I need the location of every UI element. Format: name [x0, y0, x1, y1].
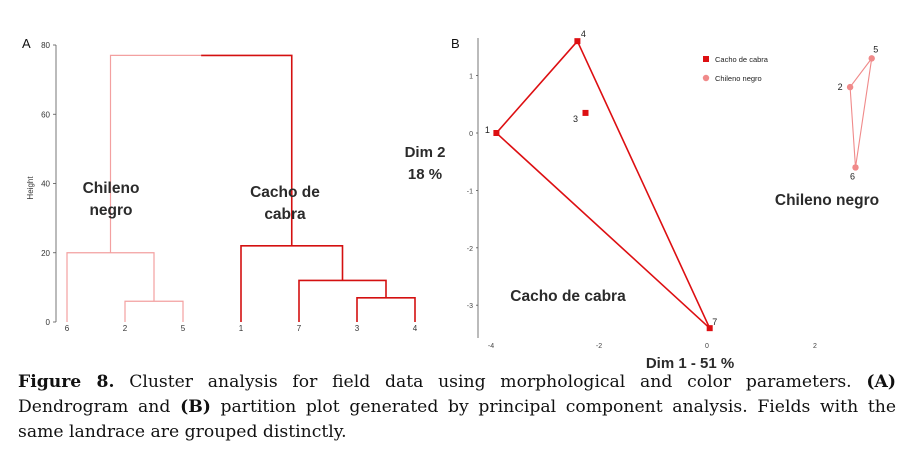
dendrogram-leaf-label: 7	[297, 324, 302, 333]
legend-marker-cacho	[703, 56, 709, 62]
partition-point-label: 3	[573, 114, 578, 124]
dendrogram-leaf-label: 5	[181, 324, 186, 333]
partition-point-label: 2	[838, 82, 843, 92]
dendrogram-cluster-label: negro	[89, 202, 132, 219]
dendrogram-branch	[298, 279, 387, 322]
dendrogram-branch	[124, 300, 184, 322]
partition-legend: Cacho de cabra Chileno negro	[702, 55, 769, 83]
partition-group-label: Cacho de cabra	[510, 288, 626, 305]
partition-point-label: 4	[581, 29, 586, 39]
caption-text-1: Cluster analysis for field data using mo…	[114, 372, 867, 392]
partition-y-tick-label: -1	[467, 188, 473, 195]
partition-x-tick-label: 0	[705, 343, 709, 350]
partition-axis-ticks: -4 -2 0 2 1 0 -1 -2 -3	[467, 74, 817, 350]
dendrogram-leaf-label: 2	[123, 324, 128, 333]
dendrogram-y-tick-label: 20	[41, 249, 50, 258]
caption-figure-label: Figure 8.	[18, 372, 115, 392]
partition-point	[574, 38, 581, 45]
partition-hull-chileno	[849, 58, 873, 168]
partition-point-label: 7	[712, 317, 717, 327]
partition-group-labels: Cacho de cabra Chileno negro	[510, 192, 879, 305]
partition-y-tick-label: -2	[467, 246, 473, 253]
dendrogram-leaf-label: 4	[413, 324, 418, 333]
dendrogram-cluster-label: cabra	[264, 206, 306, 223]
partition-point-label: 5	[873, 44, 878, 54]
dendrogram-root-branch	[201, 54, 293, 246]
dendrogram-branch	[66, 252, 155, 322]
partition-point	[706, 325, 713, 332]
partition-hulls	[495, 39, 873, 329]
dendrogram-leaf-labels: 6 2 5 1 7 3 4	[65, 324, 418, 333]
dendrogram-y-tick-label: 0	[46, 318, 51, 327]
partition-point-label: 6	[850, 171, 855, 181]
partition-x-tick-label: -2	[596, 343, 602, 350]
caption-text-2: Dendrogram and	[18, 397, 181, 417]
caption-panel-b: (B)	[180, 397, 211, 417]
partition-point	[852, 164, 859, 171]
legend-marker-chileno	[702, 74, 710, 82]
dendrogram-cluster-label: Chileno	[83, 180, 140, 197]
dendrogram-y-axis-label: Height	[26, 176, 35, 200]
dendrogram-y-tick-label: 60	[41, 110, 50, 119]
dendrogram-root-branch	[109, 54, 202, 253]
dendrogram-branch	[240, 245, 344, 322]
dendrogram-leaf-label: 6	[65, 324, 70, 333]
dendrogram-branches	[66, 54, 416, 322]
partition-y-tick-label: 0	[469, 131, 473, 138]
partition-point	[582, 109, 589, 116]
dendrogram-leaf-label: 1	[239, 324, 244, 333]
caption-panel-a: (A)	[866, 372, 896, 392]
partition-point-label: 1	[485, 125, 490, 135]
dendrogram-y-tick-label: 40	[41, 180, 50, 189]
figure-caption: Figure 8. Cluster analysis for field dat…	[18, 370, 896, 445]
legend-label: Cacho de cabra	[715, 55, 769, 64]
partition-y-tick-label: -3	[467, 303, 473, 310]
partition-x-tick-label: 2	[813, 343, 817, 350]
partition-x-axis-label: Dim 1 - 51 %	[646, 355, 734, 372]
partition-y-axis-label-line1: Dim 2	[405, 144, 446, 161]
panel-a-label: A	[22, 36, 31, 51]
partition-y-axis-label-line2: 18 %	[408, 166, 442, 183]
partition-hull-cacho	[495, 39, 711, 329]
dendrogram-branch	[356, 296, 416, 322]
dendrogram-y-ticks: 0 20 40 60 80	[41, 41, 56, 327]
dendrogram-cluster-labels: Chileno negro Cacho de cabra	[83, 180, 321, 223]
caption-text-3: partition plot generated by principal co…	[18, 397, 896, 442]
partition-y-tick-label: 1	[469, 74, 473, 81]
partition-points: 4 3 1 7 5 2 6	[485, 29, 878, 332]
panel-b-label: B	[451, 36, 460, 51]
partition-group-label: Chileno negro	[775, 192, 879, 209]
legend-label: Chileno negro	[715, 74, 762, 83]
partition-point	[846, 83, 854, 91]
dendrogram-y-tick-label: 80	[41, 41, 50, 50]
dendrogram-cluster-label: Cacho de	[250, 184, 320, 201]
dendrogram-leaf-label: 3	[355, 324, 360, 333]
partition-x-tick-label: -4	[488, 343, 494, 350]
partition-point	[868, 55, 875, 62]
partition-point	[493, 130, 500, 136]
